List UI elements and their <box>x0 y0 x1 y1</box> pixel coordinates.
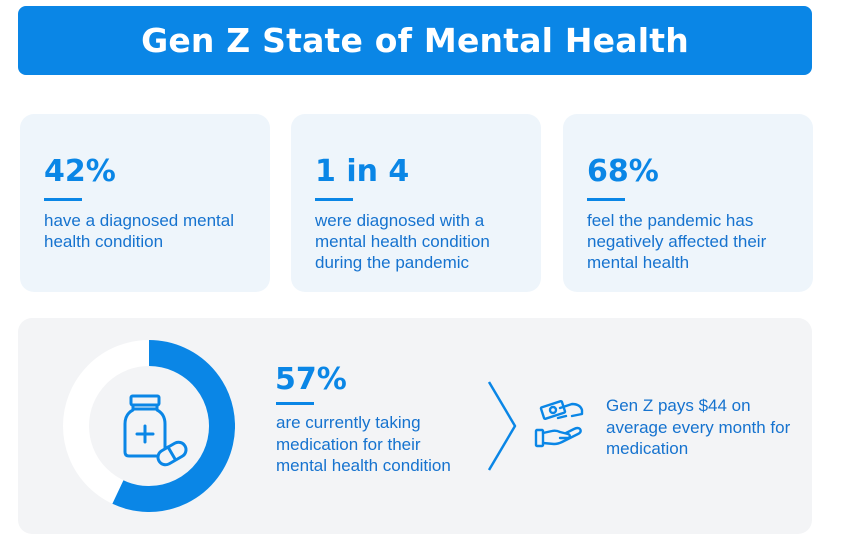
stat-divider <box>44 198 82 201</box>
stat-description: have a diagnosed mental health condition <box>44 211 234 251</box>
stat-value: 1 in 4 <box>315 154 410 189</box>
stat-value: 68% <box>587 154 659 189</box>
medication-panel: 57% are currently taking medication for … <box>18 318 812 534</box>
title-banner: Gen Z State of Mental Health <box>18 6 812 75</box>
chevron-right-icon <box>487 381 517 471</box>
stat-value: 42% <box>44 154 116 189</box>
stat-description: were diagnosed with a mental health cond… <box>315 211 490 272</box>
stat-description: feel the pandemic has negatively affecte… <box>587 211 767 272</box>
stat-divider <box>587 198 625 201</box>
money-hand-icon <box>534 399 584 448</box>
medicine-bottle-icon <box>123 394 188 467</box>
stat-card-pandemic-impact: 68% feel the pandemic has negatively aff… <box>563 114 813 292</box>
stat-card-pandemic-diagnosis: 1 in 4 were diagnosed with a mental heal… <box>291 114 541 292</box>
medication-stat-description: are currently taking medication for thei… <box>276 413 451 475</box>
medication-donut <box>63 340 235 512</box>
page-title: Gen Z State of Mental Health <box>141 21 689 60</box>
stat-divider <box>276 402 314 405</box>
medication-stat-value: 57% <box>275 362 347 397</box>
cost-description: Gen Z pays $44 on average every month fo… <box>606 396 791 458</box>
donut-arc <box>112 340 235 512</box>
stat-card-diagnosed: 42% have a diagnosed mental health condi… <box>20 114 270 292</box>
stat-divider <box>315 198 353 201</box>
